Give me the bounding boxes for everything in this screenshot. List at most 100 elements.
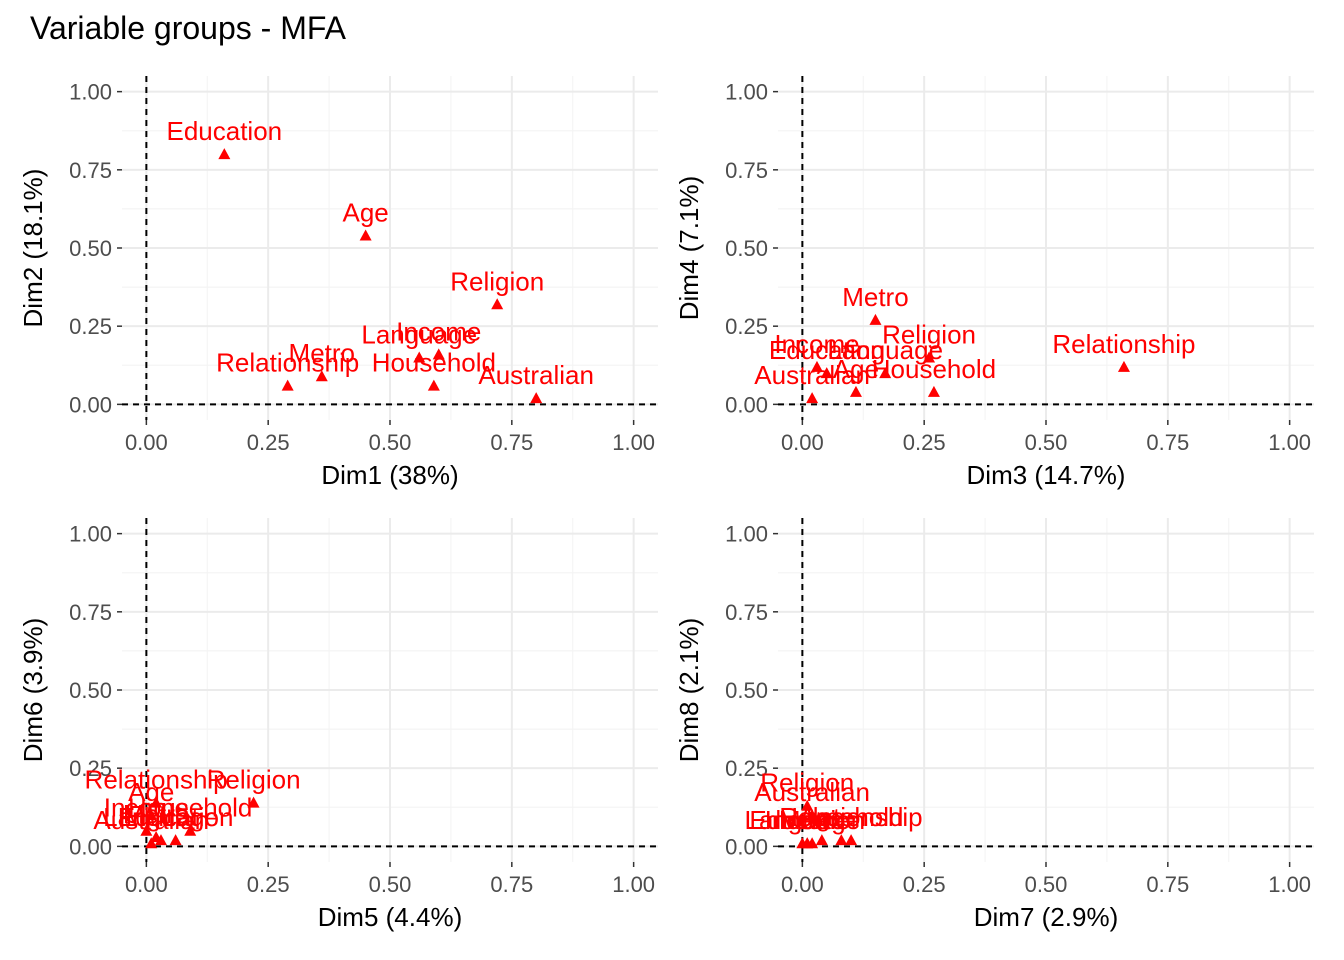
x-tick-label: 0.25 [903, 430, 946, 455]
point-label-education: Education [118, 802, 234, 832]
point-label-language: Language [827, 335, 943, 365]
point-label-australian: Australian [93, 805, 209, 835]
y-axis-title: Dim8 (2.1%) [674, 618, 704, 762]
point-label-income: Income [396, 316, 481, 346]
y-tick-label: 0.25 [69, 314, 112, 339]
point-label-income: Income [774, 329, 859, 359]
point-label-household: Household [372, 348, 496, 378]
x-tick-label: 0.00 [781, 430, 824, 455]
x-tick-label: 0.50 [1025, 872, 1068, 897]
data-point-income [801, 837, 814, 849]
x-tick-label: 1.00 [1268, 430, 1311, 455]
point-label-household: Household [779, 802, 903, 832]
x-tick-label: 0.00 [781, 872, 824, 897]
x-tick-label: 0.25 [903, 872, 946, 897]
y-tick-label: 0.25 [725, 314, 768, 339]
data-point-relationship [281, 379, 294, 391]
data-point-relationship [845, 834, 858, 846]
data-point-household [835, 834, 848, 846]
point-label-religion: Religion [760, 768, 854, 798]
x-tick-label: 0.75 [490, 430, 533, 455]
y-tick-label: 0.75 [69, 158, 112, 183]
data-point-age [849, 385, 862, 397]
point-label-australian: Australian [754, 777, 870, 807]
y-tick-label: 0.50 [69, 678, 112, 703]
point-label-relationship: Relationship [1052, 329, 1195, 359]
data-point-religion [247, 796, 260, 808]
point-label-language: Language [103, 802, 219, 832]
point-label-household: Household [128, 793, 252, 823]
x-tick-label: 0.50 [1025, 430, 1068, 455]
y-tick-label: 0.00 [725, 392, 768, 417]
point-label-age: Age [833, 354, 879, 384]
x-tick-label: 0.75 [490, 872, 533, 897]
x-tick-label: 0.50 [369, 430, 412, 455]
data-point-education [218, 148, 231, 160]
y-tick-label: 0.50 [725, 236, 768, 261]
point-label-australian: Australian [754, 360, 870, 390]
x-tick-label: 0.50 [369, 872, 412, 897]
data-point-australian [530, 392, 543, 404]
y-tick-label: 0.50 [69, 236, 112, 261]
data-point-australian [145, 837, 158, 849]
y-tick-label: 0.00 [725, 834, 768, 859]
point-label-relationship: Relationship [780, 802, 923, 832]
panel-2: 0.00 0.25 0.50 0.75 1.00 0.00 0.25 0.50 0.75 1.00… [674, 76, 1314, 490]
data-point-language [879, 367, 892, 379]
y-tick-label: 1.00 [69, 522, 112, 547]
y-axis-title: Dim2 (18.1%) [18, 169, 48, 328]
y-tick-label: 0.00 [69, 834, 112, 859]
x-tick-label: 0.25 [247, 430, 290, 455]
point-label-age: Age [799, 802, 845, 832]
data-point-age [815, 834, 828, 846]
x-axis-title: Dim1 (38%) [321, 460, 458, 490]
point-label-education: Education [166, 116, 282, 146]
x-tick-label: 0.00 [125, 430, 168, 455]
point-label-metro: Metro [779, 805, 845, 835]
x-axis-title: Dim5 (4.4%) [318, 902, 462, 932]
data-point-income [432, 348, 445, 360]
panel-4: 0.00 0.25 0.50 0.75 1.00 0.00 0.25 0.50 0.75 1.00… [674, 518, 1314, 932]
data-point-income [140, 824, 153, 836]
y-tick-label: 1.00 [725, 522, 768, 547]
x-tick-label: 1.00 [1268, 872, 1311, 897]
data-point-religion [801, 799, 814, 811]
y-tick-label: 0.25 [69, 756, 112, 781]
data-point-education [820, 367, 833, 379]
x-tick-label: 1.00 [612, 430, 655, 455]
x-tick-label: 0.75 [1146, 872, 1189, 897]
data-point-language [413, 351, 426, 363]
panel-3: 0.00 0.25 0.50 0.75 1.00 0.00 0.25 0.50 0.75 1.00… [18, 518, 658, 932]
x-tick-label: 0.25 [247, 872, 290, 897]
x-tick-label: 0.75 [1146, 430, 1189, 455]
data-point-education [169, 834, 182, 846]
y-tick-label: 0.75 [725, 158, 768, 183]
data-point-household [184, 824, 197, 836]
point-label-language: Language [745, 805, 861, 835]
x-tick-label: 0.00 [125, 872, 168, 897]
data-point-religion [923, 351, 936, 363]
y-tick-label: 0.50 [725, 678, 768, 703]
data-point-income [810, 360, 823, 372]
data-point-relationship [1117, 360, 1130, 372]
data-point-language [154, 834, 167, 846]
point-label-metro: Metro [289, 338, 355, 368]
data-point-age [145, 809, 158, 821]
point-label-metro: Metro [842, 282, 908, 312]
y-tick-label: 0.75 [725, 600, 768, 625]
data-point-household [427, 379, 440, 391]
data-point-religion [491, 298, 504, 310]
point-label-language: Language [361, 319, 477, 349]
data-point-age [359, 229, 372, 241]
point-label-religion: Religion [450, 266, 544, 296]
point-label-age: Age [128, 777, 174, 807]
point-label-income: Income [765, 805, 850, 835]
y-tick-label: 1.00 [69, 80, 112, 105]
x-axis-title: Dim3 (14.7%) [967, 460, 1126, 490]
data-point-household [927, 385, 940, 397]
point-label-income: Income [104, 793, 189, 823]
data-point-australian [806, 392, 819, 404]
point-label-australian: Australian [478, 360, 594, 390]
point-label-relationship: Relationship [85, 765, 228, 795]
x-axis-title: Dim7 (2.9%) [974, 902, 1118, 932]
